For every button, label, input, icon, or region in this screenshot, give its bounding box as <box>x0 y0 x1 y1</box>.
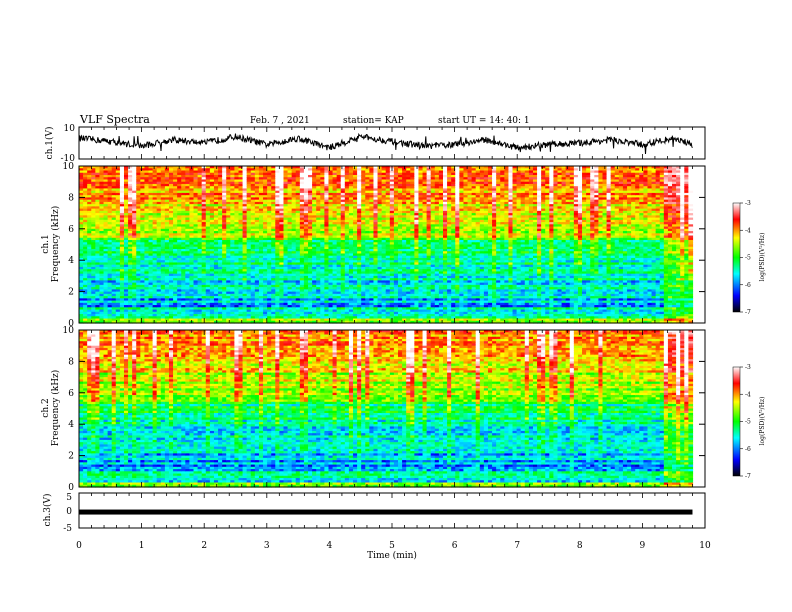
ch1-waveform-ylabel: ch.1(V) <box>44 127 55 160</box>
figure-title: VLF Spectra <box>79 113 150 126</box>
header-start-time: start UT = 14: 40: 1 <box>438 116 530 126</box>
header-station: station= KAP <box>343 116 404 126</box>
header-date: Feb. 7 , 2021 <box>250 116 310 126</box>
ch1-waveform-panel: 10 -10 ch.1(V) <box>44 124 705 164</box>
ch1-spectrogram-image <box>79 166 693 324</box>
ch1-ytick-top: 10 <box>64 124 76 134</box>
